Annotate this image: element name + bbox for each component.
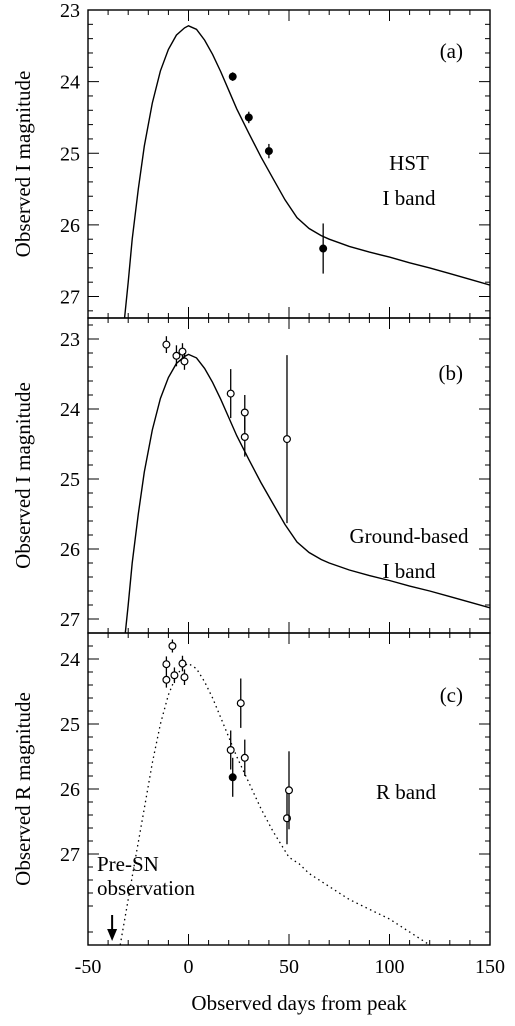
y-tick-label: 23 [60,0,80,22]
data-point [240,433,249,442]
data-point [319,244,328,253]
y-tick-label: 24 [60,649,80,671]
data-point [285,786,294,795]
data-point [240,753,249,762]
y-tick-label: 24 [60,72,80,94]
data-point [172,351,181,360]
panel-label: (b) [439,361,464,385]
x-tick-label: -50 [75,956,102,978]
panel-a: 23 24 25 26 27 Observed I magnitude (a) HST I ba… [11,0,491,319]
x-axis: -50 0 50 100 150 [75,956,505,978]
y-tick-label: 27 [60,287,80,309]
y-tick-label: 26 [60,779,80,801]
y-axis-label: Observed R magnitude [11,692,35,886]
x-tick-label: 0 [184,956,194,978]
x-axis-label: Observed days from peak [191,991,407,1015]
y-tick-label: 24 [60,399,80,421]
y-tick-label: 27 [60,844,80,866]
panel-annotation: HST [389,151,429,175]
data-point [180,357,189,366]
panel-label: (a) [440,39,463,63]
panel-annotation: I band [382,186,436,210]
data-point [228,72,237,81]
panel-frame [87,317,491,634]
pre-sn-label: observation [97,876,195,900]
data-point [162,675,171,684]
panel-frame [87,9,491,319]
y-tick-label: 25 [60,143,80,165]
data-point [178,659,187,668]
model-curve [124,353,490,633]
data-point [228,773,237,782]
x-tick-label: 150 [475,956,505,978]
data-point [162,340,171,349]
panel-b: 23 24 25 26 27 Observed I magnitude (b) Ground-… [11,317,491,634]
x-tick-label: 100 [375,956,405,978]
y-tick-label: 26 [60,215,80,237]
data-point [168,641,177,650]
data-point [226,389,235,398]
data-point [282,435,291,444]
y-tick-label: 27 [60,609,80,631]
model-curve [119,662,431,945]
y-tick-label: 26 [60,539,80,561]
y-axis-label: Observed I magnitude [11,382,35,569]
panels-layer: 23 24 25 26 27 Observed I magnitude (a) HST I ba… [11,0,491,946]
model-curve [123,25,490,318]
panel-label: (c) [440,683,463,707]
y-tick-label: 23 [60,329,80,351]
y-tick-label: 25 [60,469,80,491]
data-point [240,408,249,417]
data-point [180,673,189,682]
pre-sn-label: Pre-SN [97,852,159,876]
panel-annotation: Ground-based [350,524,469,548]
x-tick-label: 50 [279,956,299,978]
data-point [264,147,273,156]
data-point [226,745,235,754]
y-axis-label: Observed I magnitude [11,71,35,258]
panel-annotation: R band [376,780,437,804]
panel-annotation: I band [382,559,436,583]
data-point [236,699,245,708]
data-point [170,671,179,680]
data-point [162,660,171,669]
data-point [244,113,253,122]
pre-sn-arrow-head [107,929,118,941]
panel-c: 24 25 26 27 Observed R magnitude (c) R band Pre… [11,632,491,946]
y-tick-label: 25 [60,714,80,736]
